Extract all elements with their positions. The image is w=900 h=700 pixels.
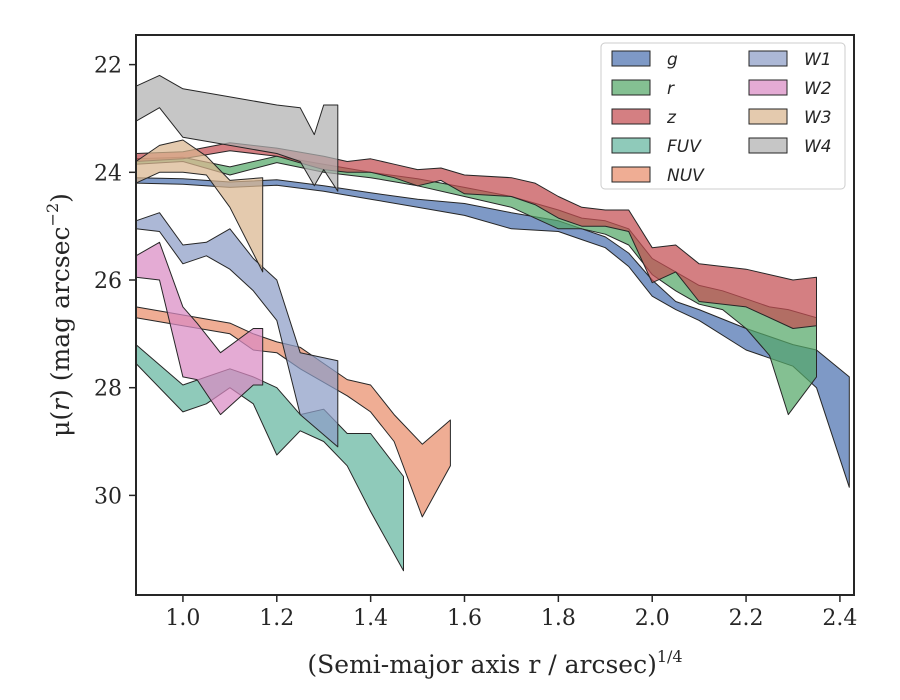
legend-swatch [611,166,651,183]
legend-swatch [748,50,788,67]
y-tick-label: 22 [94,54,122,79]
y-axis-label-unit: ) (mag arcsec [46,226,75,399]
legend-item-z: z [611,108,677,128]
x-tick-label: 1.4 [353,606,388,631]
y-tick-label: 30 [94,484,122,509]
plot-frame [135,34,855,596]
x-tick-label: 1.0 [165,606,200,631]
y-tick-label: 28 [94,377,122,402]
legend-label: W1 [804,50,832,70]
legend-item-w3: W3 [748,108,832,128]
x-axis: 1.0 1.2 1.4 1.6 1.8 2.0 2.2 2.4 [165,595,857,631]
legend-swatch [611,79,651,96]
series-layer [135,74,850,572]
legend-item-w1: W1 [748,50,832,70]
series-band-w4 [135,74,339,192]
legend-item-g: g [611,50,678,70]
x-tick-label: 2.2 [729,606,764,631]
y-axis-label-mu: μ( [46,411,75,437]
legend: grz FUV NUV W1 W2 W3 W4 [600,42,846,190]
legend-label: g [667,50,678,70]
legend-swatch [748,108,788,125]
legend-swatch [611,108,651,125]
y-axis-label: μ(r) (mag arcsec−2) [43,193,75,437]
legend-label: NUV [667,166,705,186]
y-axis-label-r: r [46,397,75,411]
x-axis-label-text: (Semi-major axis r / arcsec) [307,650,656,679]
x-tick-label: 2.0 [635,606,670,631]
legend-swatch [611,137,651,154]
legend-swatch [748,137,788,154]
series-band-w3 [135,139,264,273]
legend-label: W3 [804,108,832,128]
legend-item-fuv: FUV [611,137,702,157]
legend-swatch [748,79,788,96]
legend-item-r: r [611,79,675,99]
y-axis-label-superscript: −2 [43,203,62,227]
series-band-w1 [135,212,339,448]
legend-label: r [667,79,675,99]
series-band-z [135,142,817,329]
x-axis-label: (Semi-major axis r / arcsec)1/4 [307,647,682,679]
x-tick-label: 2.4 [822,606,857,631]
x-tick-label: 1.6 [447,606,482,631]
legend-label: z [666,108,677,128]
y-tick-label: 26 [94,269,122,294]
legend-label: W4 [804,137,832,157]
legend-item-w4: W4 [748,137,832,157]
legend-swatch [611,50,651,67]
legend-label: FUV [667,137,702,157]
legend-item-w2: W2 [748,79,832,99]
y-tick-label: 24 [94,161,122,186]
x-tick-label: 1.8 [541,606,576,631]
x-tick-label: 1.2 [259,606,294,631]
series-band-w2 [135,241,264,416]
legend-item-nuv: NUV [611,166,705,186]
series-band-g [135,177,850,488]
series-band-fuv [135,344,404,572]
legend-label: W2 [804,79,832,99]
x-axis-label-superscript: 1/4 [657,647,683,666]
y-axis-label-close: ) [46,193,75,203]
y-axis: 22 24 26 28 30 [94,54,136,509]
